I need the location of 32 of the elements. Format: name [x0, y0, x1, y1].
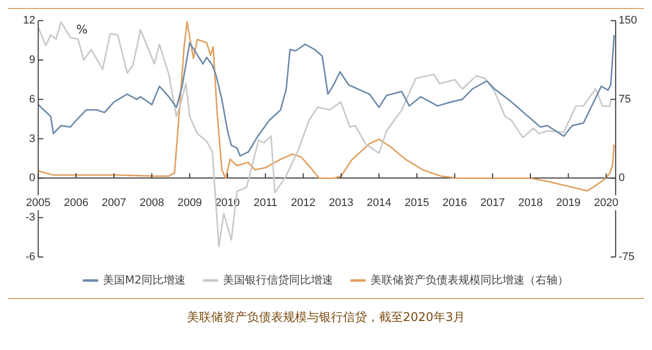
x-tick-label: 2010	[215, 196, 240, 209]
y2-tick-label: -75	[618, 251, 635, 264]
x-tick-label: 2014	[366, 196, 392, 209]
x-tick-label: 2012	[291, 196, 316, 209]
y-tick-label: 12	[22, 14, 36, 27]
x-tick-label: 2016	[442, 196, 467, 209]
x-tick-label: 2009	[177, 196, 202, 209]
x-tick-label: 2006	[64, 196, 88, 209]
y-axis-title: %	[76, 22, 88, 37]
y2-tick-label: 75	[618, 93, 631, 106]
x-tick-label: 2008	[140, 196, 164, 209]
x-tick-label: 2013	[328, 196, 354, 209]
y-tick-label: 9	[29, 54, 36, 66]
x-tick-label: 2005	[26, 196, 50, 209]
x-tick-label: 2019	[556, 196, 581, 209]
y-tick-label: -6	[25, 251, 36, 264]
x-tick-label: 2018	[518, 196, 543, 209]
legend-label: 美联储资产负债表规模同比增速（右轴）	[370, 273, 568, 286]
y-tick-label: 6	[29, 93, 36, 106]
x-tick-label: 2015	[404, 196, 430, 209]
x-tick-label: 2020	[594, 196, 618, 209]
x-tick-label: 2011	[254, 196, 278, 209]
y2-tick-label: 0	[618, 172, 625, 184]
legend-label: 美国银行信贷同比增速	[222, 273, 333, 286]
text: 美联储资产负债表规模与银行信贷，截至2020年3月	[186, 309, 466, 326]
y-tick-label: 0	[29, 172, 36, 184]
legend-label: 美国M2同比增速	[103, 273, 186, 286]
y-tick-label: 3	[29, 132, 36, 145]
x-tick-label: 2017	[480, 196, 505, 209]
y2-tick-label: 150	[618, 14, 638, 27]
x-tick-label: 2007	[102, 196, 126, 209]
y-tick-label: -3	[25, 212, 36, 224]
